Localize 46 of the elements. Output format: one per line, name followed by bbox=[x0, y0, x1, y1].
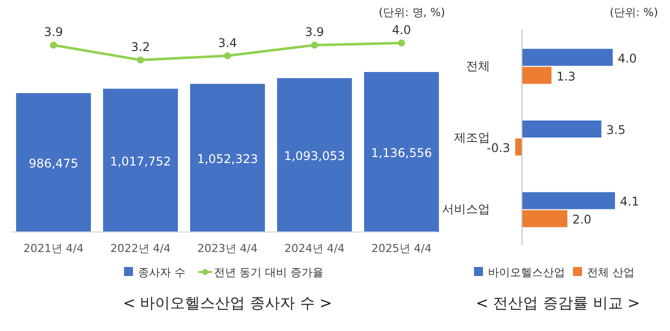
data-label: 3.5 bbox=[606, 123, 626, 137]
text: (단위: %) bbox=[610, 6, 658, 19]
data-label: 1,136,556 bbox=[370, 146, 432, 160]
point bbox=[137, 56, 144, 64]
y-tick-label: 서비스업 bbox=[442, 202, 490, 216]
data-label: 3.9 bbox=[44, 25, 64, 40]
point bbox=[311, 42, 318, 49]
bar bbox=[522, 66, 552, 84]
data-label: 4.0 bbox=[392, 23, 412, 37]
bar bbox=[16, 93, 91, 232]
data-label: 2.0 bbox=[572, 212, 592, 227]
data-label: 3.4 bbox=[218, 36, 238, 50]
data-label: 986,475 bbox=[28, 156, 78, 171]
x-tick-label: 2024년 4/4 bbox=[284, 242, 345, 255]
text: < 전산업 증감률 비교 > bbox=[476, 294, 640, 312]
legend-label: 바이오헬스산업 bbox=[488, 266, 565, 279]
legend-label: 종사자 수 bbox=[138, 266, 186, 279]
x-tick-label: 2023년 4/4 bbox=[197, 242, 258, 255]
legend-label: 전년 동기 대비 증가율 bbox=[214, 266, 324, 279]
bar bbox=[522, 192, 615, 210]
bar bbox=[364, 72, 439, 232]
bar bbox=[103, 88, 178, 232]
bar bbox=[522, 48, 613, 66]
data-label: 3.9 bbox=[304, 25, 324, 40]
point bbox=[224, 52, 231, 60]
point bbox=[50, 42, 57, 49]
bar bbox=[522, 120, 602, 138]
data-label: 4.1 bbox=[620, 194, 640, 209]
x-tick-label: 2021년 4/4 bbox=[23, 242, 84, 255]
legend-label: 전체 산업 bbox=[587, 266, 634, 279]
x-tick-label: 2025년 4/4 bbox=[371, 242, 432, 255]
bar bbox=[190, 84, 265, 232]
data-label: 4.0 bbox=[618, 51, 637, 66]
data-label: 1,017,752 bbox=[110, 154, 172, 168]
bar bbox=[522, 210, 568, 228]
text: < 바이오헬스산업 종사자 수 > bbox=[122, 294, 332, 312]
bar bbox=[277, 78, 352, 232]
bar bbox=[515, 138, 522, 156]
data-label: 1.3 bbox=[556, 69, 576, 84]
x-tick-label: 2022년 4/4 bbox=[110, 242, 171, 255]
data-label: 1,052,323 bbox=[196, 152, 258, 166]
text: (단위: 명, %) bbox=[378, 6, 445, 19]
point bbox=[398, 40, 405, 46]
y-tick-label: 전체 bbox=[466, 58, 490, 73]
data-label: 1,093,053 bbox=[284, 149, 346, 164]
data-label: 3.2 bbox=[130, 40, 150, 54]
